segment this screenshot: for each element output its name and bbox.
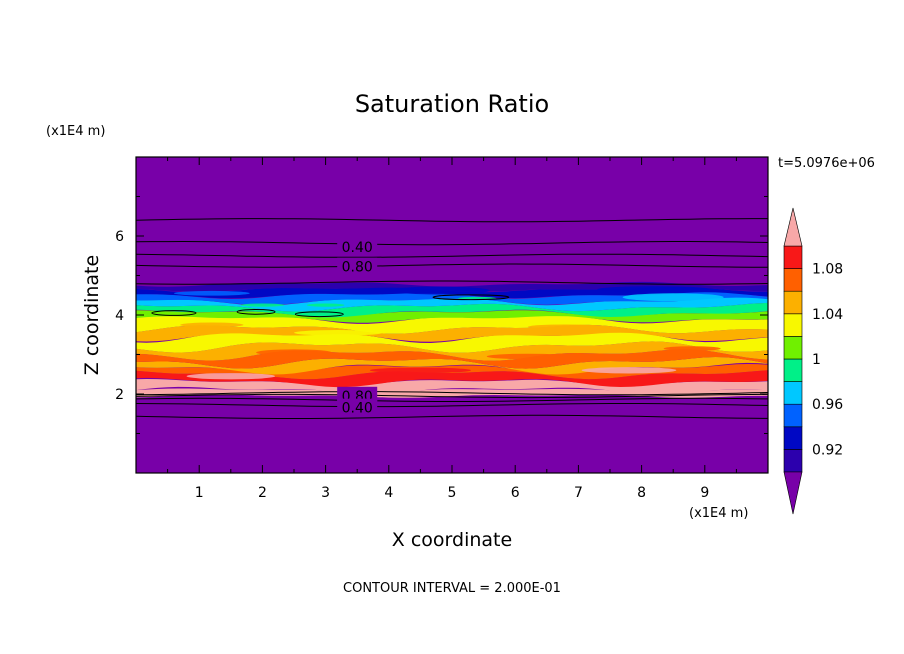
contour-label: 0.40 <box>342 240 373 256</box>
contour-line <box>136 391 768 396</box>
field-blob <box>148 307 187 312</box>
x-tick-label: 4 <box>384 485 393 501</box>
field-band <box>136 297 768 312</box>
contour-field <box>136 157 768 473</box>
colorbar-tick-label: 1.08 <box>812 262 843 278</box>
contour-closed <box>236 308 276 315</box>
contour-label-bg <box>337 237 378 253</box>
x-tick-label: 2 <box>258 485 267 501</box>
x-units-label: (x1E4 m) <box>689 506 748 521</box>
x-tick-label: 3 <box>321 485 330 501</box>
field-band <box>136 370 768 388</box>
field-blob <box>186 373 276 380</box>
y-tick-label: 4 <box>115 308 124 324</box>
field-band <box>136 379 768 394</box>
field-band <box>136 310 768 323</box>
field-band <box>136 302 768 318</box>
contour-closed <box>151 310 197 316</box>
colorbar-segment <box>783 245 803 269</box>
contour-line <box>136 403 768 408</box>
colorbar-tick-label: 1 <box>812 352 821 368</box>
contour-closed <box>432 294 510 301</box>
colorbar: 0.92 0.96 1 1.04 1.08 <box>783 207 843 515</box>
contour-line <box>136 280 768 285</box>
field-blob <box>486 353 569 360</box>
contour-line <box>136 218 768 223</box>
field-blob <box>581 367 677 374</box>
x-tick-label: 1 <box>195 485 204 501</box>
contour-label-bg <box>337 398 378 414</box>
y-axis-label: Z coordinate <box>81 255 103 375</box>
colorbar-segment <box>783 358 803 382</box>
contour-line <box>136 253 768 258</box>
field-band <box>136 291 768 305</box>
colorbar-max-arrow <box>783 207 803 247</box>
colorbar-min-arrow <box>783 471 803 515</box>
x-tick-label: 9 <box>700 485 709 501</box>
contour-labels: 0.400.800.800.40 <box>337 237 378 417</box>
contour-label: 0.80 <box>342 260 373 276</box>
colorbar-segment <box>783 403 803 428</box>
field-blob <box>180 322 244 328</box>
y-units-label: (x1E4 m) <box>46 124 105 139</box>
field-blob <box>256 349 332 356</box>
field-blob <box>622 293 724 302</box>
colorbar-segment <box>783 268 803 292</box>
x-axis: 1 2 3 4 5 6 7 8 9 <box>167 157 737 501</box>
colorbar-segment <box>783 426 803 450</box>
y-axis: 2 4 6 <box>115 196 768 434</box>
x-tick-label: 7 <box>574 485 583 501</box>
colorbar-tick-label: 0.92 <box>812 442 843 458</box>
field-band <box>136 331 768 353</box>
contour-lines <box>136 218 768 419</box>
field-band <box>136 388 768 398</box>
y-tick-label: 6 <box>115 229 124 245</box>
colorbar-segment <box>783 449 803 473</box>
field-band <box>136 341 768 361</box>
field-blob <box>306 303 345 307</box>
colorbar-segment <box>783 336 803 360</box>
contour-closed <box>294 311 344 318</box>
field-blob <box>173 290 250 296</box>
contour-label-bg <box>337 257 378 273</box>
field-blob <box>294 330 383 336</box>
y-tick-label: 2 <box>115 387 124 403</box>
x-tick-label: 5 <box>448 485 457 501</box>
time-label: t=5.0976e+06 <box>778 156 875 171</box>
x-axis-label: X coordinate <box>392 529 512 551</box>
contour-line <box>136 397 768 402</box>
field-blob <box>527 324 604 330</box>
colorbar-segment <box>783 313 803 337</box>
field-band <box>136 324 768 342</box>
contour-label-bg <box>337 386 378 402</box>
field-blob <box>369 367 471 374</box>
field-blob <box>663 346 721 351</box>
contour-label: 0.40 <box>342 401 373 417</box>
colorbar-tick-label: 0.96 <box>812 397 843 413</box>
field-blob <box>388 286 490 295</box>
contour-line <box>136 263 768 268</box>
field-blob <box>597 286 712 293</box>
contour-line <box>136 240 768 246</box>
contour-interval-note: CONTOUR INTERVAL = 2.000E-01 <box>343 581 561 596</box>
field-band <box>136 315 768 334</box>
field-blob <box>240 303 285 307</box>
x-tick-label: 6 <box>511 485 520 501</box>
contour-line <box>136 393 768 399</box>
contour-line <box>136 414 768 419</box>
field-band <box>136 357 768 375</box>
chart-title: Saturation Ratio <box>355 90 549 118</box>
colorbar-segment <box>783 290 803 315</box>
colorbar-segment <box>783 381 803 405</box>
x-tick-label: 8 <box>637 485 646 501</box>
colorbar-tick-label: 1.04 <box>812 307 843 323</box>
